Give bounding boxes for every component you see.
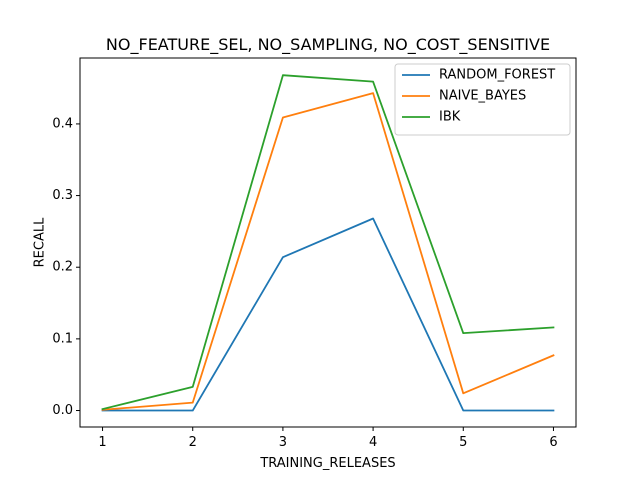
legend-label: RANDOM_FOREST xyxy=(439,68,555,83)
series-line-ibk xyxy=(101,74,555,411)
series-line-naive-bayes xyxy=(101,92,555,411)
x-tick-label: 6 xyxy=(549,435,557,450)
y-tick-label: 0.3 xyxy=(52,188,73,203)
y-axis-title: RECALL xyxy=(33,217,48,267)
plot-frame xyxy=(79,57,577,428)
y-tick-label: 0.2 xyxy=(52,260,73,275)
y-tick-label: 0.4 xyxy=(52,116,73,131)
legend-box xyxy=(394,63,571,136)
x-tick-label: 2 xyxy=(189,435,197,450)
x-tick-label: 4 xyxy=(369,435,377,450)
legend-label: IBK xyxy=(439,110,461,125)
y-tick-label: 0.0 xyxy=(52,403,73,418)
x-axis-title: TRAINING_RELEASES xyxy=(259,456,395,471)
chart-title: NO_FEATURE_SEL, NO_SAMPLING, NO_COST_SEN… xyxy=(106,35,550,55)
x-tick-label: 3 xyxy=(279,435,287,450)
legend: RANDOM_FOREST NAIVE_BAYES IBK xyxy=(394,63,571,136)
legend-label: NAIVE_BAYES xyxy=(439,89,526,104)
series-line-random-forest xyxy=(101,217,555,412)
x-tick-label: 5 xyxy=(459,435,467,450)
x-tick-label: 1 xyxy=(98,435,106,450)
y-tick-label: 0.1 xyxy=(52,331,73,346)
